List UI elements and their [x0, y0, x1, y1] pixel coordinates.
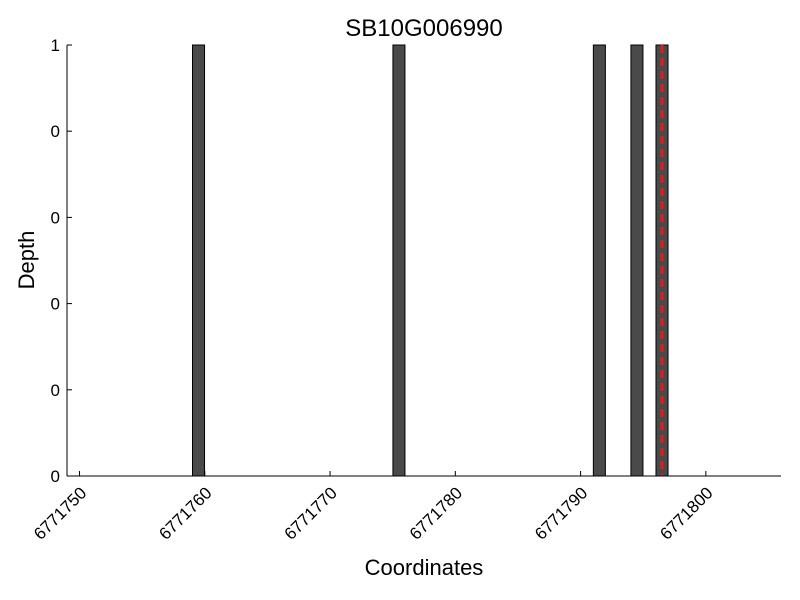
- x-axis-label: Coordinates: [365, 555, 484, 580]
- x-tick-label: 6771800: [656, 483, 716, 543]
- y-tick-label: 0: [51, 122, 60, 141]
- y-tick-label: 1: [51, 36, 60, 55]
- x-tick-label: 6771790: [531, 483, 591, 543]
- chart-title: SB10G006990: [345, 15, 502, 42]
- y-axis-label: Depth: [14, 231, 39, 290]
- y-tick-label: 0: [51, 381, 60, 400]
- x-tick-label: 6771750: [30, 483, 90, 543]
- bar: [592, 44, 606, 477]
- x-tick-label: 6771780: [406, 483, 466, 543]
- y-tick-label: 0: [51, 208, 60, 227]
- bar: [392, 44, 406, 477]
- x-tick-label: 6771770: [281, 483, 341, 543]
- x-tick-label: 6771760: [155, 483, 215, 543]
- bar: [192, 44, 206, 477]
- bar: [630, 44, 644, 477]
- y-tick-label: 0: [51, 295, 60, 314]
- y-tick-label: 0: [51, 467, 60, 486]
